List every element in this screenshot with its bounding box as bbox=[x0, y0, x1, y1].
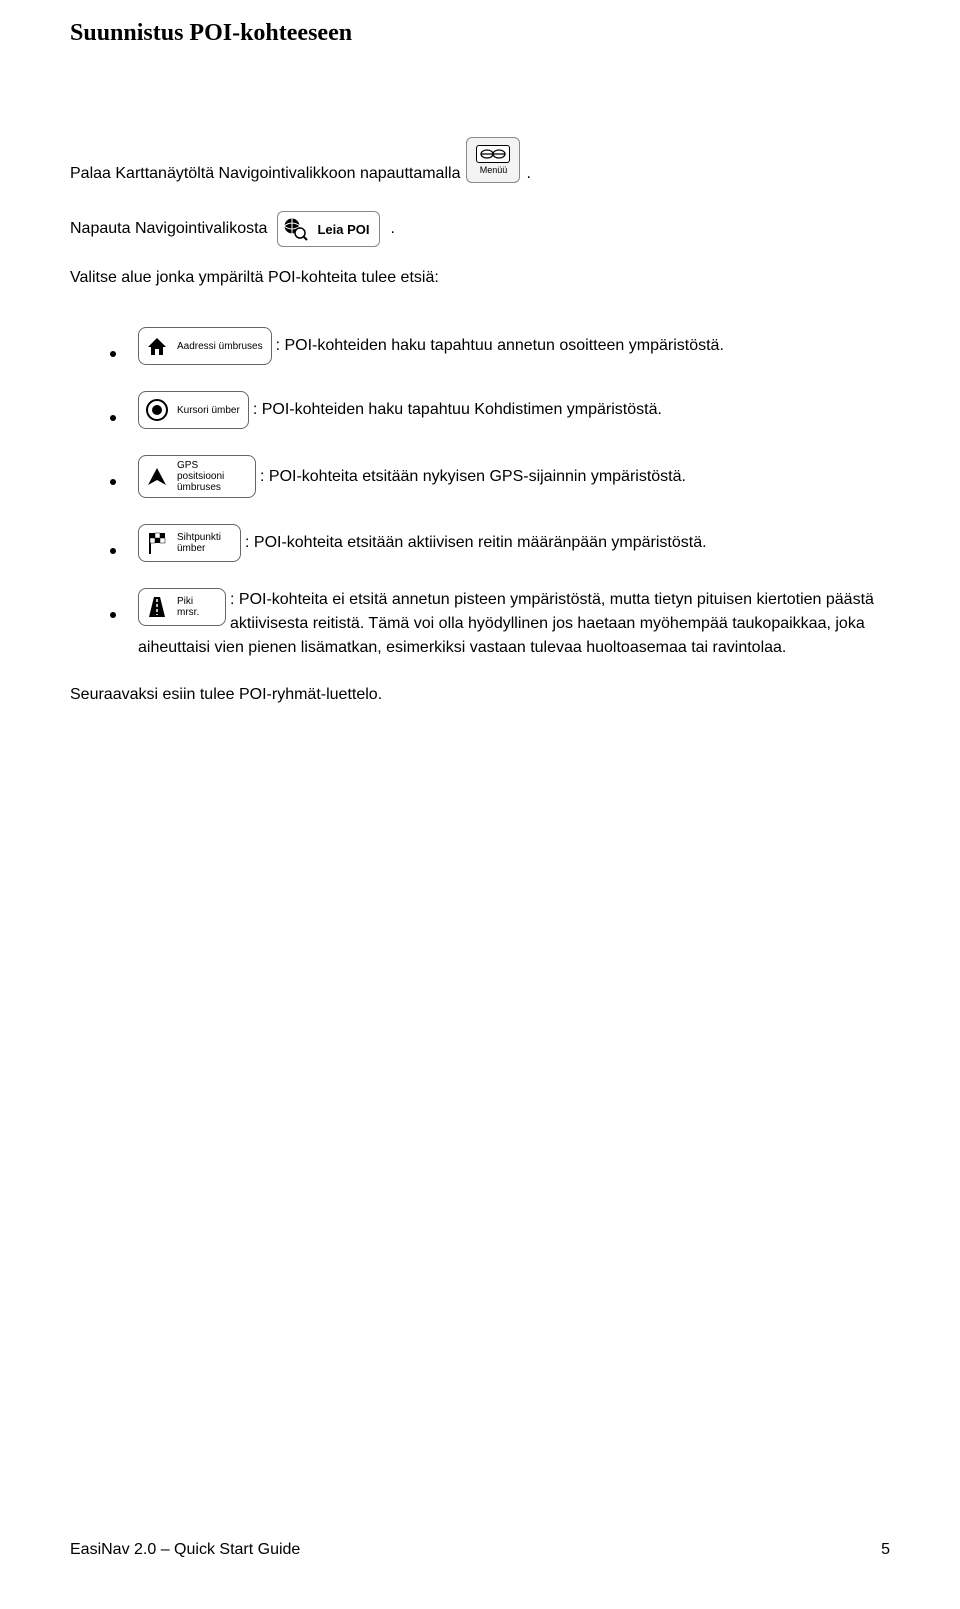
leia-poi-label: Leia POI bbox=[317, 222, 369, 237]
option-cursor-button-icon: Kursori ümber bbox=[138, 391, 249, 429]
bullet-icon bbox=[110, 612, 116, 618]
option-route-label: Piki mrsr. bbox=[177, 596, 217, 618]
closing-text: Seuraavaksi esiin tulee POI-ryhmät-luett… bbox=[70, 686, 890, 704]
bullet-icon bbox=[110, 548, 116, 554]
option-cursor-text: : POI-kohteiden haku tapahtuu Kohdistime… bbox=[253, 398, 662, 422]
intro-line-2: Napauta Navigointivalikosta Leia POI . bbox=[70, 211, 890, 247]
option-destination-label: Sihtpunkti ümber bbox=[177, 532, 232, 554]
road-icon bbox=[143, 593, 171, 621]
option-address-button-icon: Aadressi ümbruses bbox=[138, 327, 272, 365]
option-route-text: : POI-kohteita ei etsitä annetun pisteen… bbox=[138, 591, 874, 656]
page-footer: EasiNav 2.0 – Quick Start Guide 5 bbox=[70, 1541, 890, 1559]
house-icon bbox=[143, 332, 171, 360]
menu-button-icon: Menüü bbox=[466, 137, 520, 183]
option-cursor-label: Kursori ümber bbox=[177, 405, 240, 416]
option-destination-text: : POI-kohteita etsitään aktiivisen reiti… bbox=[245, 531, 707, 555]
option-gps-text: : POI-kohteita etsitään nykyisen GPS-sij… bbox=[260, 465, 686, 489]
leia-poi-button-icon: Leia POI bbox=[277, 211, 380, 247]
option-gps-label: GPS positsiooni ümbruses bbox=[177, 460, 247, 493]
intro1-post-text: . bbox=[526, 165, 530, 183]
globe-magnifier-icon bbox=[281, 215, 309, 243]
list-item: Kursori ümber : POI-kohteiden haku tapah… bbox=[110, 391, 890, 429]
intro3-text: Valitse alue jonka ympäriltä POI-kohteit… bbox=[70, 269, 890, 287]
intro2-pre-text: Napauta Navigointivalikosta bbox=[70, 220, 267, 238]
bullet-icon bbox=[110, 479, 116, 485]
option-address-label: Aadressi ümbruses bbox=[177, 341, 263, 352]
intro2-post-text: . bbox=[390, 220, 394, 238]
option-destination-button-icon: Sihtpunkti ümber bbox=[138, 524, 241, 562]
option-address-text: : POI-kohteiden haku tapahtuu annetun os… bbox=[276, 334, 724, 358]
option-route-button-icon: Piki mrsr. bbox=[138, 588, 226, 626]
list-item: Piki mrsr. : POI-kohteita ei etsitä anne… bbox=[110, 588, 890, 660]
target-icon bbox=[143, 396, 171, 424]
list-item: Aadressi ümbruses : POI-kohteiden haku t… bbox=[110, 327, 890, 365]
footer-left-text: EasiNav 2.0 – Quick Start Guide bbox=[70, 1541, 300, 1559]
option-list: Aadressi ümbruses : POI-kohteiden haku t… bbox=[110, 327, 890, 660]
menu-button-label: Menüü bbox=[480, 165, 508, 175]
menu-bars-icon bbox=[476, 145, 510, 163]
checkered-flag-icon bbox=[143, 529, 171, 557]
gps-triangle-icon bbox=[143, 463, 171, 491]
bullet-icon bbox=[110, 351, 116, 357]
footer-page-number: 5 bbox=[881, 1541, 890, 1559]
list-item: GPS positsiooni ümbruses : POI-kohteita … bbox=[110, 455, 890, 498]
bullet-icon bbox=[110, 415, 116, 421]
list-item: Sihtpunkti ümber : POI-kohteita etsitään… bbox=[110, 524, 890, 562]
intro1-pre-text: Palaa Karttanäytöltä Navigointivalikkoon… bbox=[70, 165, 460, 183]
page-heading: Suunnistus POI-kohteeseen bbox=[70, 20, 890, 47]
intro-line-1: Palaa Karttanäytöltä Navigointivalikkoon… bbox=[70, 137, 890, 183]
option-gps-button-icon: GPS positsiooni ümbruses bbox=[138, 455, 256, 498]
